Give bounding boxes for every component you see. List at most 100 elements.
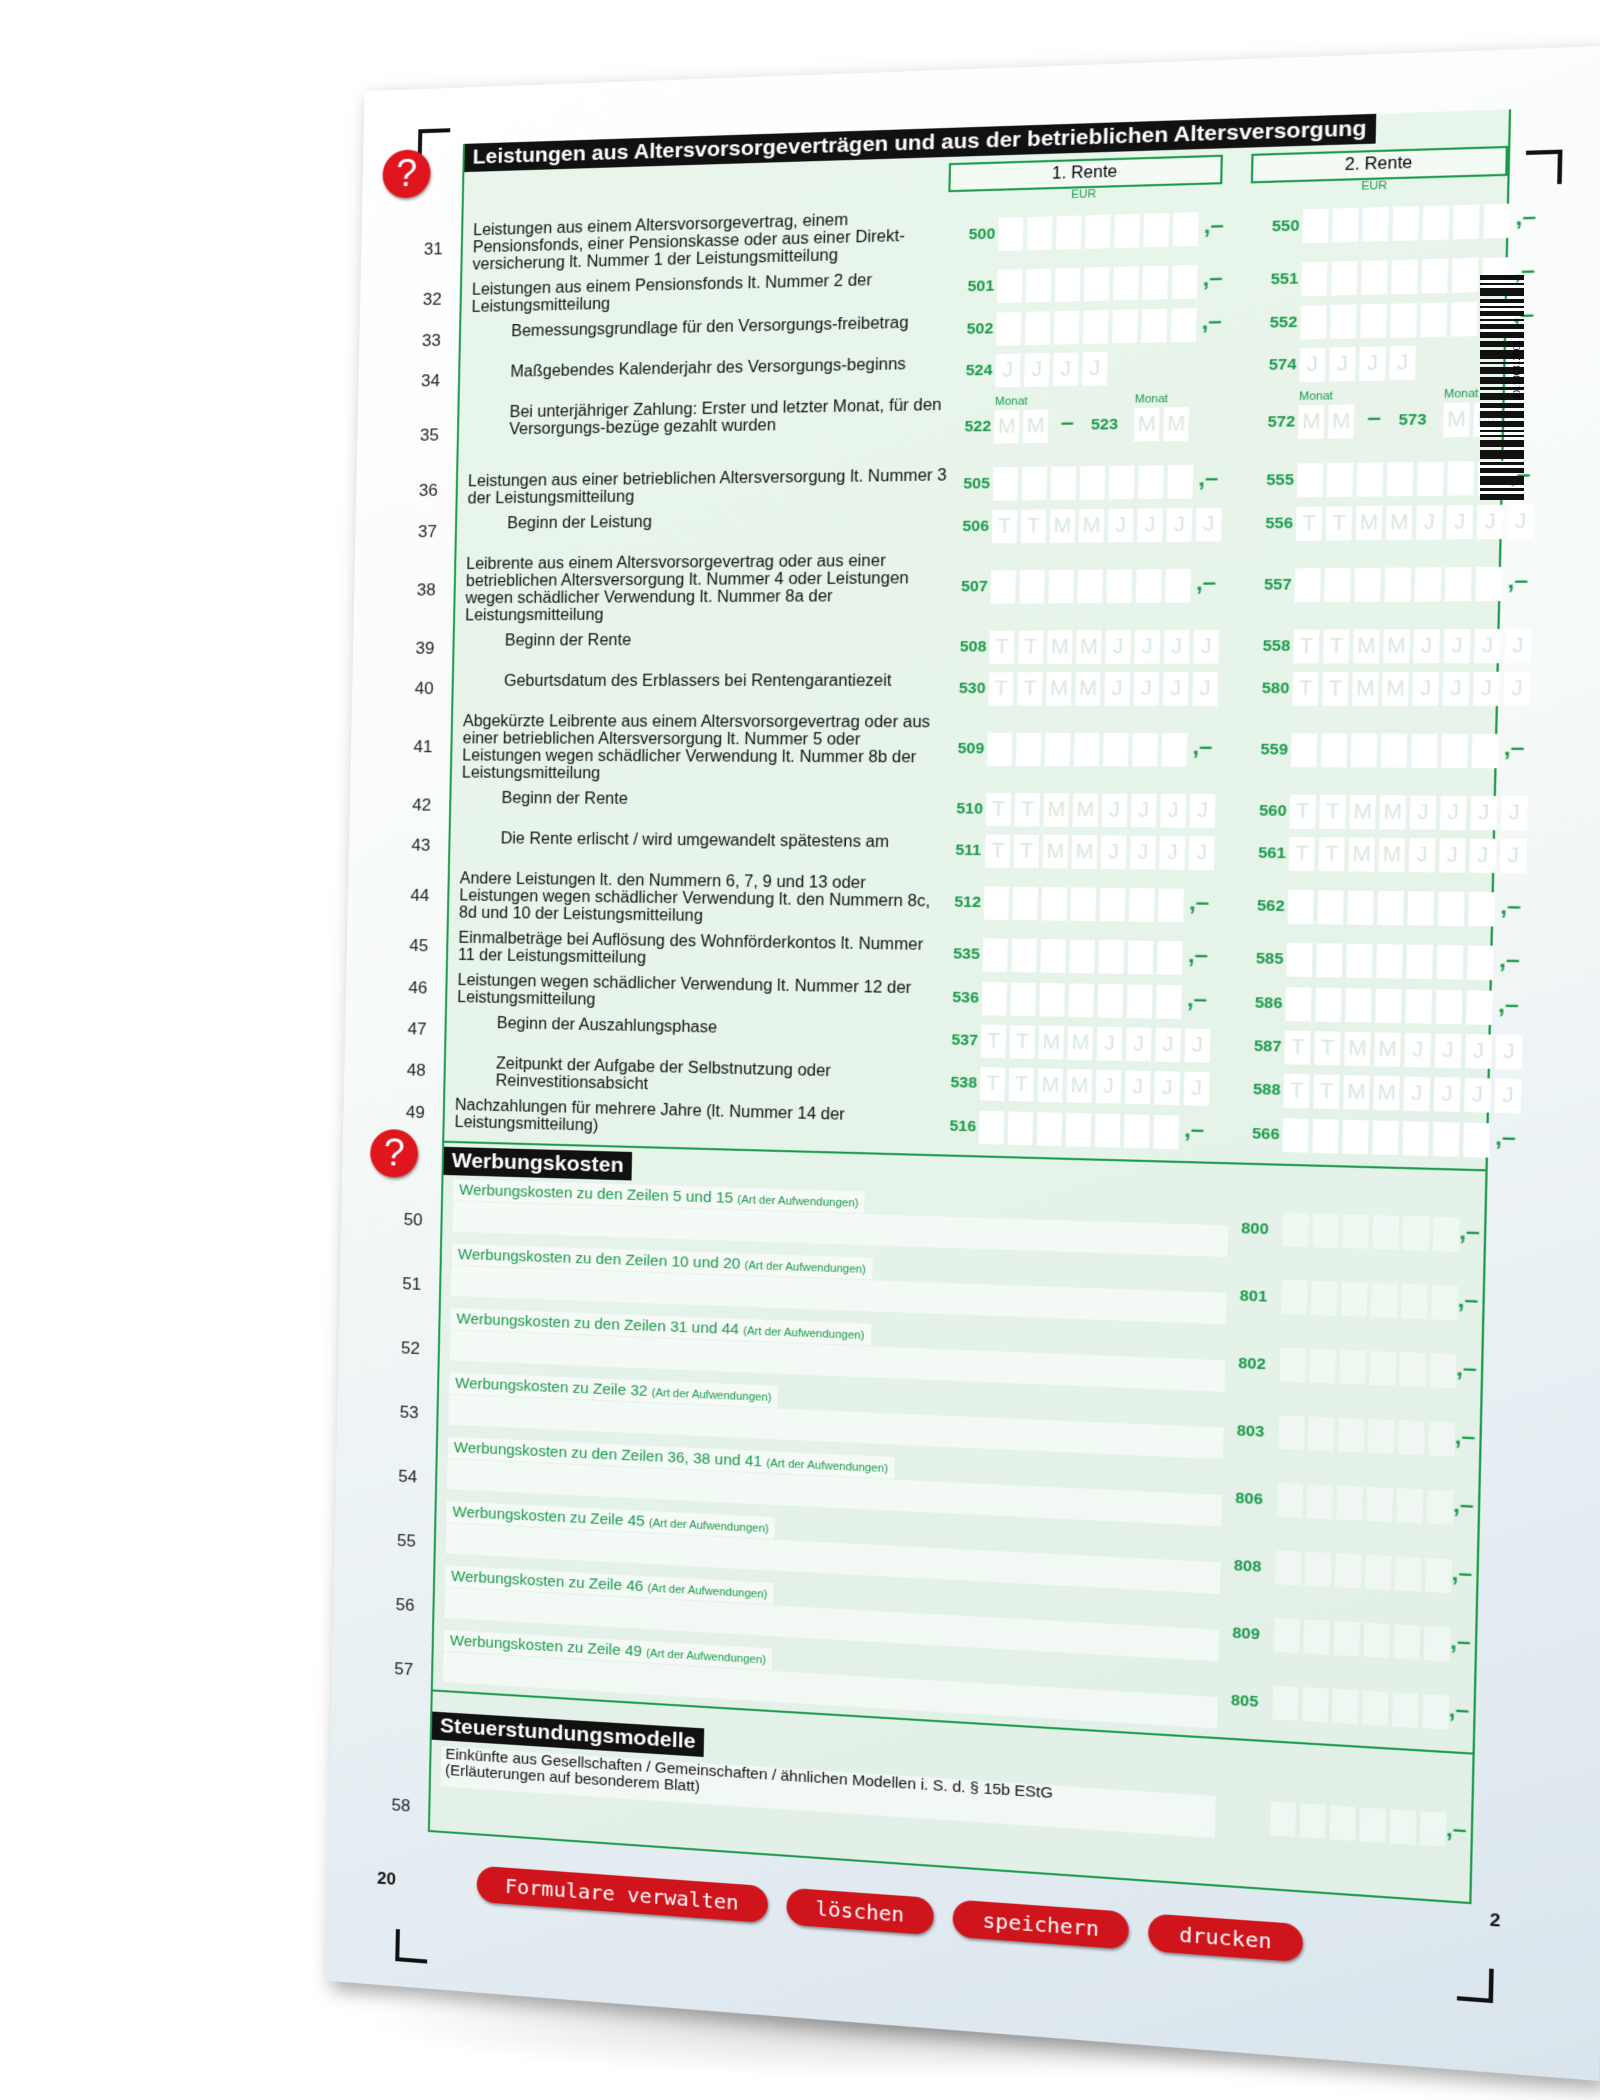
input-box[interactable] bbox=[1483, 203, 1511, 239]
input-box[interactable]: T bbox=[1014, 793, 1040, 827]
amount-input[interactable] bbox=[1281, 1279, 1459, 1321]
input-box[interactable] bbox=[1425, 1557, 1452, 1594]
input-box[interactable] bbox=[1053, 310, 1080, 345]
input-box[interactable] bbox=[1279, 1347, 1306, 1383]
amount-input[interactable] bbox=[997, 264, 1198, 304]
input-box[interactable] bbox=[1294, 568, 1321, 603]
input-box[interactable] bbox=[1395, 1556, 1422, 1592]
input-box[interactable]: T bbox=[1283, 1073, 1310, 1109]
input-box[interactable]: M bbox=[1075, 672, 1101, 706]
input-box[interactable] bbox=[1048, 569, 1074, 604]
input-box[interactable] bbox=[1085, 214, 1111, 249]
input-box[interactable]: J bbox=[1105, 630, 1131, 664]
input-box[interactable]: J bbox=[1163, 630, 1190, 664]
amount-input[interactable] bbox=[1272, 1685, 1449, 1730]
input-box[interactable]: J bbox=[1504, 628, 1532, 664]
input-box[interactable]: M bbox=[1378, 837, 1406, 873]
input-box[interactable] bbox=[1170, 308, 1197, 343]
input-box[interactable]: J bbox=[1359, 346, 1386, 381]
amount-input[interactable] bbox=[1273, 1617, 1451, 1662]
input-box[interactable]: T bbox=[1319, 794, 1346, 829]
input-box[interactable]: J bbox=[1416, 505, 1443, 540]
input-box[interactable]: M bbox=[1353, 629, 1380, 664]
input-box[interactable] bbox=[1368, 1418, 1395, 1455]
input-box[interactable] bbox=[1445, 567, 1472, 602]
input-box[interactable]: T bbox=[1288, 837, 1315, 872]
input-box[interactable] bbox=[1384, 567, 1411, 602]
input-box[interactable] bbox=[1428, 1421, 1456, 1457]
input-box[interactable] bbox=[1342, 1119, 1369, 1155]
input-box[interactable]: J bbox=[1130, 835, 1156, 870]
input-box[interactable] bbox=[1390, 303, 1417, 338]
input-box[interactable] bbox=[1142, 265, 1169, 300]
input-box[interactable]: J bbox=[1494, 1078, 1522, 1114]
input-box[interactable] bbox=[1375, 988, 1402, 1024]
input-box[interactable]: J bbox=[1133, 672, 1160, 706]
input-box[interactable] bbox=[1007, 1111, 1034, 1146]
input-box[interactable] bbox=[1453, 203, 1480, 239]
input-box[interactable] bbox=[1015, 732, 1042, 767]
input-box[interactable] bbox=[1414, 567, 1442, 602]
input-box[interactable]: T bbox=[1009, 1025, 1035, 1059]
amount-input[interactable] bbox=[1287, 889, 1495, 926]
input-box[interactable] bbox=[1407, 890, 1435, 926]
input-box[interactable]: J bbox=[1469, 838, 1497, 874]
delete-button[interactable]: löschen bbox=[785, 1887, 935, 1936]
input-box[interactable] bbox=[1362, 206, 1389, 242]
input-box[interactable] bbox=[1361, 260, 1388, 295]
input-box[interactable]: T bbox=[1292, 671, 1319, 706]
input-box[interactable] bbox=[1278, 1415, 1305, 1451]
input-box[interactable] bbox=[1354, 567, 1381, 602]
input-box[interactable]: J bbox=[1166, 508, 1193, 542]
input-box[interactable] bbox=[1376, 944, 1403, 979]
input-box[interactable] bbox=[1432, 1121, 1460, 1157]
input-box[interactable] bbox=[1127, 940, 1154, 975]
input-box[interactable] bbox=[1027, 215, 1053, 250]
input-box[interactable] bbox=[1333, 1621, 1360, 1657]
input-box[interactable]: J bbox=[995, 353, 1021, 388]
input-box[interactable] bbox=[1451, 258, 1479, 293]
input-box[interactable]: M bbox=[1076, 630, 1102, 664]
input-box[interactable]: M bbox=[1343, 1075, 1370, 1110]
input-box[interactable] bbox=[1161, 733, 1188, 767]
input-box[interactable]: J bbox=[1096, 1026, 1123, 1061]
input-box[interactable] bbox=[1312, 1118, 1339, 1154]
input-box[interactable] bbox=[1419, 1811, 1447, 1847]
amount-input[interactable] bbox=[1278, 1415, 1456, 1457]
input-box[interactable]: J bbox=[1439, 838, 1466, 873]
input-box[interactable] bbox=[1337, 1417, 1365, 1453]
input-box[interactable] bbox=[1420, 302, 1448, 338]
input-box[interactable]: J bbox=[1408, 838, 1436, 873]
input-box[interactable]: M bbox=[1042, 834, 1069, 869]
input-box[interactable]: M bbox=[1298, 404, 1325, 440]
input-box[interactable] bbox=[1024, 311, 1051, 346]
input-box[interactable] bbox=[1371, 1283, 1398, 1318]
input-box[interactable]: M bbox=[993, 409, 1020, 444]
input-box[interactable] bbox=[1366, 1486, 1393, 1523]
input-box[interactable] bbox=[1108, 465, 1135, 500]
input-box[interactable] bbox=[1441, 733, 1468, 769]
input-box[interactable] bbox=[1158, 887, 1184, 922]
amount-input[interactable] bbox=[1301, 257, 1510, 297]
amount-input[interactable] bbox=[1285, 987, 1493, 1025]
input-box[interactable] bbox=[1320, 733, 1348, 768]
amount-input[interactable] bbox=[983, 885, 1184, 922]
input-box[interactable]: M bbox=[1385, 505, 1413, 541]
input-box[interactable] bbox=[1300, 305, 1327, 340]
input-box[interactable]: M bbox=[1037, 1068, 1064, 1103]
input-box[interactable] bbox=[1054, 267, 1081, 302]
input-box[interactable]: J bbox=[1403, 1076, 1431, 1112]
input-box[interactable] bbox=[1050, 466, 1077, 501]
input-box[interactable]: J bbox=[1100, 835, 1127, 870]
input-box[interactable] bbox=[1039, 982, 1065, 1017]
print-button[interactable]: drucken bbox=[1148, 1913, 1303, 1963]
input-box[interactable]: J bbox=[1299, 347, 1326, 383]
input-box[interactable]: J bbox=[1024, 353, 1050, 387]
input-box[interactable]: J bbox=[1329, 347, 1356, 382]
amount-input[interactable] bbox=[996, 308, 1197, 346]
